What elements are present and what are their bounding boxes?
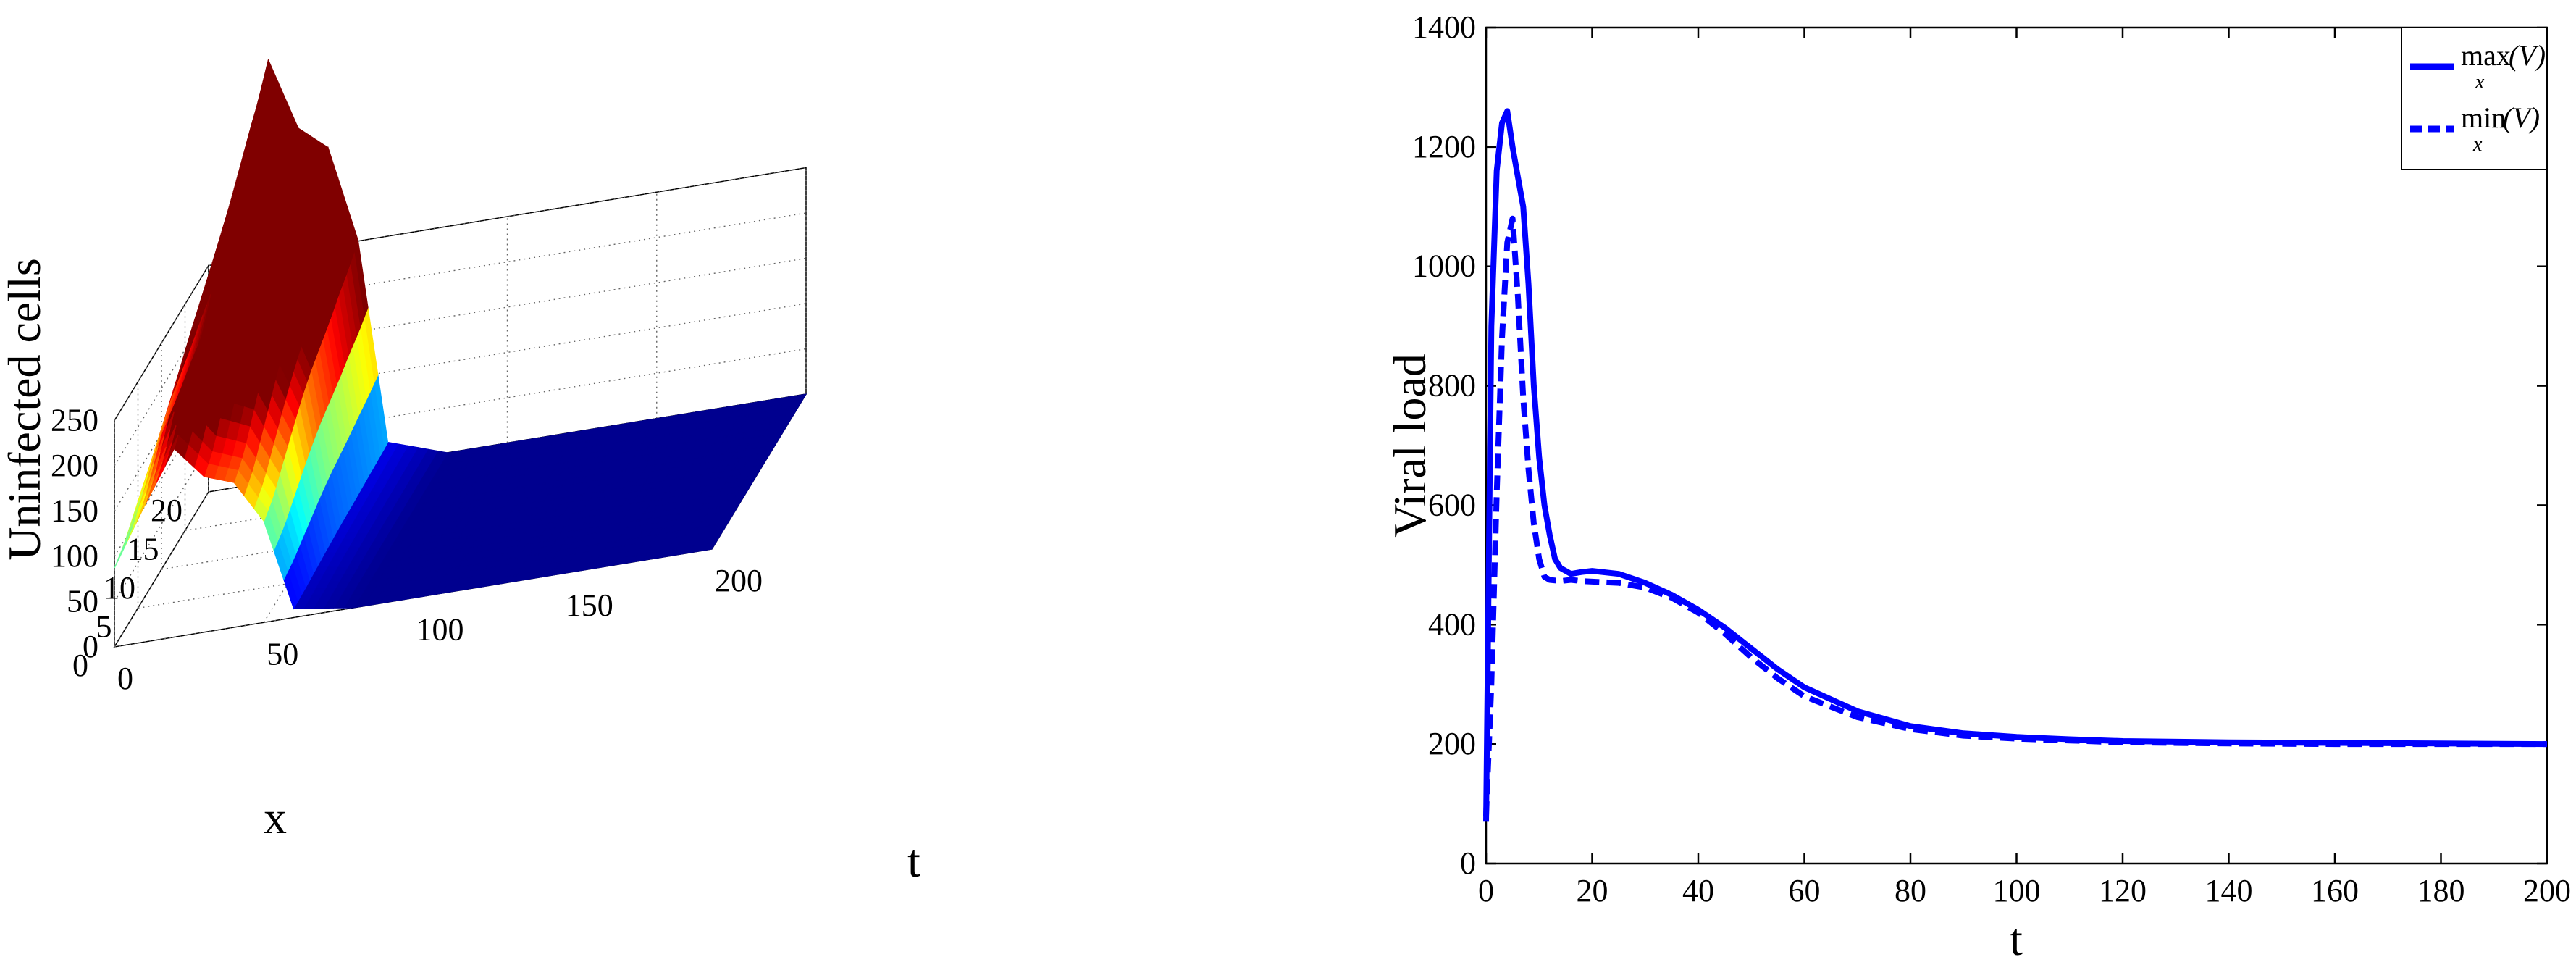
x-tick-label: 15 [127,532,159,567]
x-tick-label: 20 [151,493,182,528]
legend-label-max-op: max [2461,39,2511,72]
y-tick-label: 400 [1428,606,1476,642]
y-tick-label: 1400 [1412,9,1476,45]
y-tick-label: 1000 [1412,248,1476,284]
y-tick-label: 1200 [1412,129,1476,164]
x-axis-label: x [264,792,287,843]
surface-mesh [114,58,807,610]
t-tick-label: 100 [416,612,464,648]
x-tick-label: 40 [1682,873,1714,908]
x-tick-label: 0 [72,648,88,683]
x-tick-label: 180 [2417,873,2465,908]
plot-area-frame [1485,26,2548,865]
x-tick-label: 20 [1577,873,1608,908]
y-tick-label: 800 [1428,368,1476,404]
y-tick-label: 0 [1460,845,1476,881]
legend-box [2401,27,2548,170]
z-tick-label: 0 [83,629,98,664]
x-tick-label: 160 [2311,873,2359,908]
x-tick-label: 200 [2523,873,2571,908]
t-tick-label: 150 [566,588,613,623]
z-tick-label: 150 [51,493,98,529]
legend-label-max-sub: x [2475,71,2485,93]
series-group [1483,108,2548,822]
x-axis-label: t [2010,913,2023,965]
legend-label-min-sub: x [2472,133,2483,156]
legend-label-min-arg: (V) [2503,101,2540,134]
x-tick-label: 100 [1993,873,2041,908]
z-axis-label: Uninfected cells [0,258,50,561]
x-tick-label: 80 [1895,873,1926,908]
legend: max (V) x min (V) x [2401,27,2548,170]
legend-label-min-op: min [2461,101,2506,134]
surface-patch [114,537,129,569]
z-tick-label: 250 [51,403,98,438]
z-axis-ticks: 0 50 100 150 200 250 [51,403,98,665]
y-tick-label: 600 [1428,487,1476,522]
viral-load-chart: 0 200 400 600 800 1000 1200 1400 0 20 40 60 80 100 12… [1384,9,2571,965]
x-axis-ticks: 0 20 40 60 80 100 120 140 160 180 200 [1478,28,2571,908]
x-tick-label: 5 [96,609,112,645]
t-tick-label: 50 [267,636,298,672]
z-tick-label: 200 [51,448,98,483]
z-tick-label: 100 [51,538,98,574]
t-axis-ticks: 0 50 100 150 200 [117,563,763,696]
x-tick-label: 60 [1789,873,1821,908]
t-tick-label: 0 [117,661,133,696]
x-tick-label: 120 [2099,873,2147,908]
series-line-min [1483,215,2547,816]
y-tick-label: 200 [1428,726,1476,761]
x-tick-label: 0 [1478,873,1494,908]
t-axis-label: t [907,835,920,887]
y-axis-ticks: 0 200 400 600 800 1000 1200 1400 [1412,9,2547,881]
x-tick-label: 10 [104,570,135,606]
y-axis-label: Viral load [1384,354,1435,538]
x-tick-label: 140 [2205,873,2253,908]
t-tick-label: 200 [715,563,763,598]
legend-label-max-arg: (V) [2509,39,2546,72]
z-tick-label: 50 [67,584,98,619]
